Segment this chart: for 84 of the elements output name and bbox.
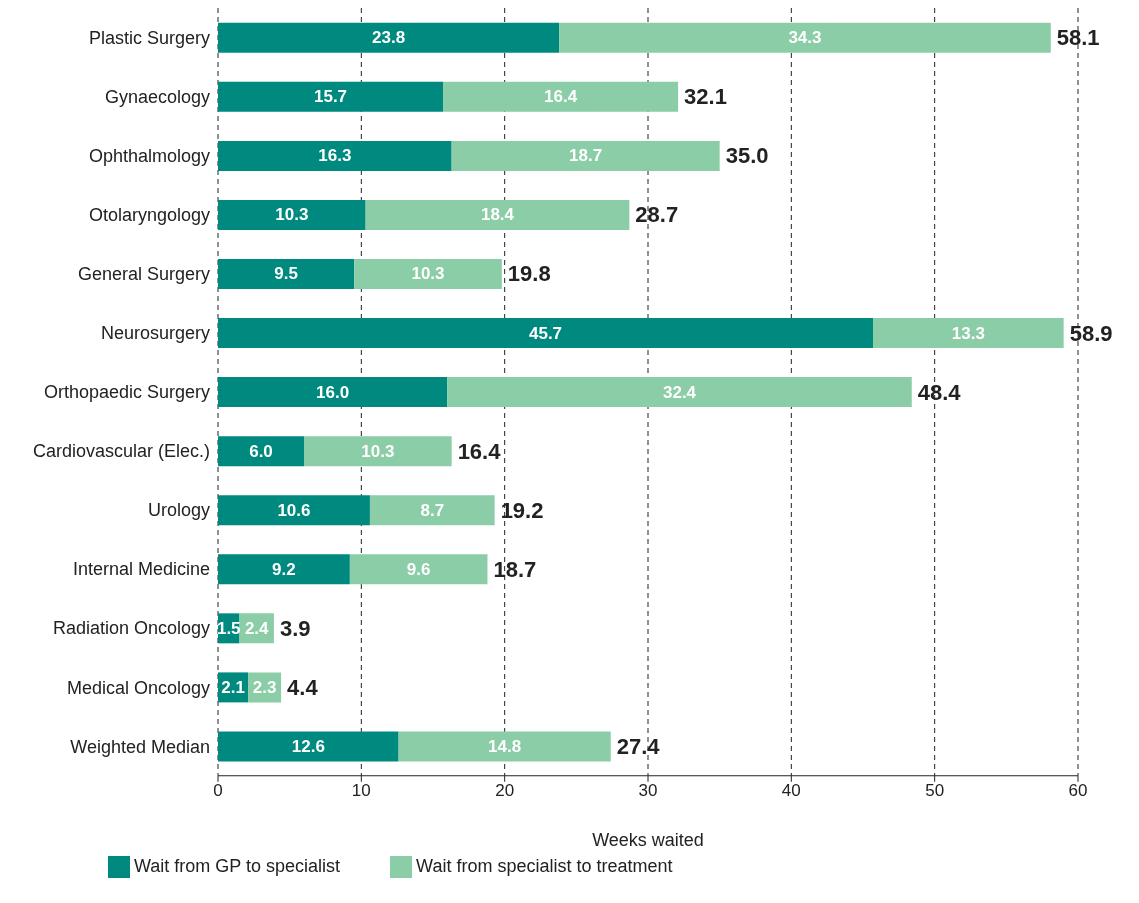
data-label: 14.8	[488, 736, 522, 756]
total-label: 16.4	[457, 438, 502, 464]
y-tick-label: Internal Medicine	[72, 559, 210, 580]
data-label: 1.5	[216, 618, 241, 638]
data-label: 9.2	[272, 559, 296, 579]
bar	[559, 22, 1051, 53]
data-label: 18.7	[569, 146, 603, 166]
legend-label: Wait from GP to specialist	[134, 855, 341, 876]
x-tick-label: 30	[638, 780, 658, 800]
data-label: 2.3	[252, 677, 277, 697]
total-label: 58.1	[1056, 25, 1100, 51]
bar	[218, 199, 366, 230]
bar	[218, 495, 370, 526]
data-label: 6.0	[249, 441, 273, 461]
data-label: 12.6	[291, 736, 325, 756]
bar	[304, 436, 452, 467]
data-label: 16.0	[316, 382, 350, 402]
total-label: 19.2	[500, 497, 544, 523]
y-tick-label: Radiation Oncology	[52, 618, 210, 639]
bar	[218, 22, 560, 53]
data-label: 2.1	[221, 677, 245, 697]
bar	[447, 377, 912, 408]
bar	[398, 731, 611, 762]
total-label: 32.1	[684, 84, 727, 110]
data-label: 10.6	[277, 500, 311, 520]
y-tick-label: Weighted Median	[70, 736, 210, 757]
bar	[218, 377, 448, 408]
x-axis-title: Weeks waited	[592, 829, 704, 850]
y-tick-label: General Surgery	[77, 264, 210, 285]
data-label: 13.3	[951, 323, 985, 343]
bar	[349, 554, 488, 585]
data-label: 16.4	[544, 87, 578, 107]
x-tick-label: 10	[351, 780, 371, 800]
data-label: 23.8	[372, 28, 406, 48]
bar	[365, 199, 630, 230]
x-tick-label: 20	[495, 780, 515, 800]
bar	[354, 259, 502, 289]
bar	[218, 81, 444, 112]
y-tick-label: Gynaecology	[104, 86, 210, 107]
x-tick-label: 50	[925, 780, 945, 800]
data-label: 10.3	[275, 205, 309, 225]
legend-label: Wait from specialist to treatment	[416, 855, 673, 876]
data-label: 9.5	[274, 264, 298, 284]
data-label: 34.3	[788, 28, 822, 48]
total-label: 4.4	[287, 674, 319, 700]
data-label: 45.7	[528, 323, 563, 343]
y-tick-label: Ophthalmology	[88, 146, 210, 167]
bar	[218, 731, 399, 762]
y-tick-label: Orthopaedic Surgery	[43, 382, 210, 403]
y-tick-label: Otolaryngology	[88, 205, 210, 226]
data-label: 8.7	[420, 500, 445, 520]
bar	[218, 554, 350, 585]
bar	[218, 140, 452, 171]
x-tick-label: 40	[781, 780, 801, 800]
total-label: 28.7	[635, 202, 679, 228]
y-tick-label: Urology	[147, 500, 210, 521]
y-tick-label: Cardiovascular (Elec.)	[32, 441, 210, 462]
total-label: 3.9	[279, 615, 311, 641]
data-label: 9.6	[406, 559, 431, 579]
data-label: 18.4	[480, 205, 515, 225]
data-label: 10.3	[361, 441, 395, 461]
data-label: 32.4	[662, 382, 697, 402]
total-label: 27.4	[616, 733, 661, 759]
data-label: 10.3	[411, 264, 445, 284]
bar	[443, 81, 679, 112]
y-tick-label: Medical Oncology	[66, 677, 210, 698]
total-label: 19.8	[507, 261, 551, 287]
data-label: 2.4	[244, 618, 270, 638]
data-label: 16.3	[318, 146, 352, 166]
x-tick-label: 0	[213, 780, 223, 800]
bar	[218, 318, 874, 349]
bar	[451, 140, 720, 171]
y-tick-label: Neurosurgery	[100, 323, 210, 344]
total-label: 18.7	[493, 556, 537, 582]
bar	[873, 318, 1064, 349]
total-label: 58.9	[1069, 320, 1113, 346]
data-label: 15.7	[313, 87, 348, 107]
x-tick-label: 60	[1068, 780, 1088, 800]
bar	[218, 259, 355, 289]
bar	[218, 436, 304, 467]
y-tick-label: Plastic Surgery	[88, 27, 210, 48]
total-label: 35.0	[725, 143, 769, 169]
total-label: 48.4	[917, 379, 962, 405]
bar	[369, 495, 495, 526]
